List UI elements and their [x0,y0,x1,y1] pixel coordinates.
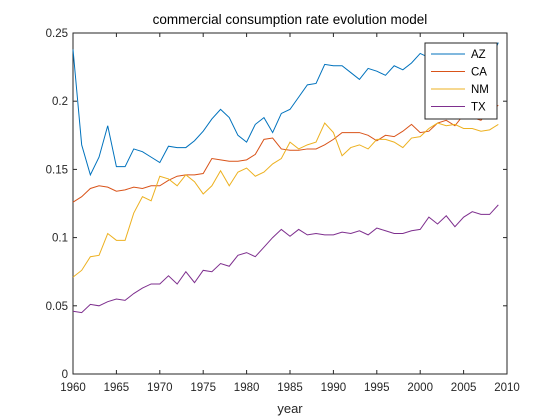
y-tick-label: 0.15 [46,164,68,176]
x-tick-label: 2000 [407,382,433,394]
chart-title: commercial consumption rate evolution mo… [153,12,428,27]
x-tick-label: 1970 [147,382,173,394]
x-axis-label: year [277,401,303,416]
legend-label-az: AZ [471,49,486,61]
x-tick-label: 1990 [321,382,347,394]
legend: AZ CA NM TX [424,42,498,120]
x-tick-label: 1965 [104,382,130,394]
x-tick-label: 2005 [451,382,477,394]
series-line-tx [72,204,499,314]
y-tick-label: 0.05 [46,301,68,313]
legend-label-nm: NM [471,84,489,96]
y-tick-label: 0.25 [46,28,68,40]
y-tick-label: 0.1 [52,233,68,245]
series-line-nm [72,122,499,278]
x-tick-label: 1985 [277,382,303,394]
x-tick-label: 2010 [494,382,520,394]
y-tick-label: 0 [62,369,68,381]
series-layer [72,42,499,314]
x-tick-label: 1975 [190,382,216,394]
legend-label-ca: CA [471,67,487,79]
x-tick-label: 1995 [364,382,390,394]
legend-label-tx: TX [471,102,486,114]
x-tick-label: 1980 [234,382,260,394]
tick-layer: 1960 1965 1970 1975 1980 1985 1990 1995 2000 2005… [46,28,520,394]
x-tick-label: 1960 [60,382,86,394]
y-tick-label: 0.2 [52,96,68,108]
